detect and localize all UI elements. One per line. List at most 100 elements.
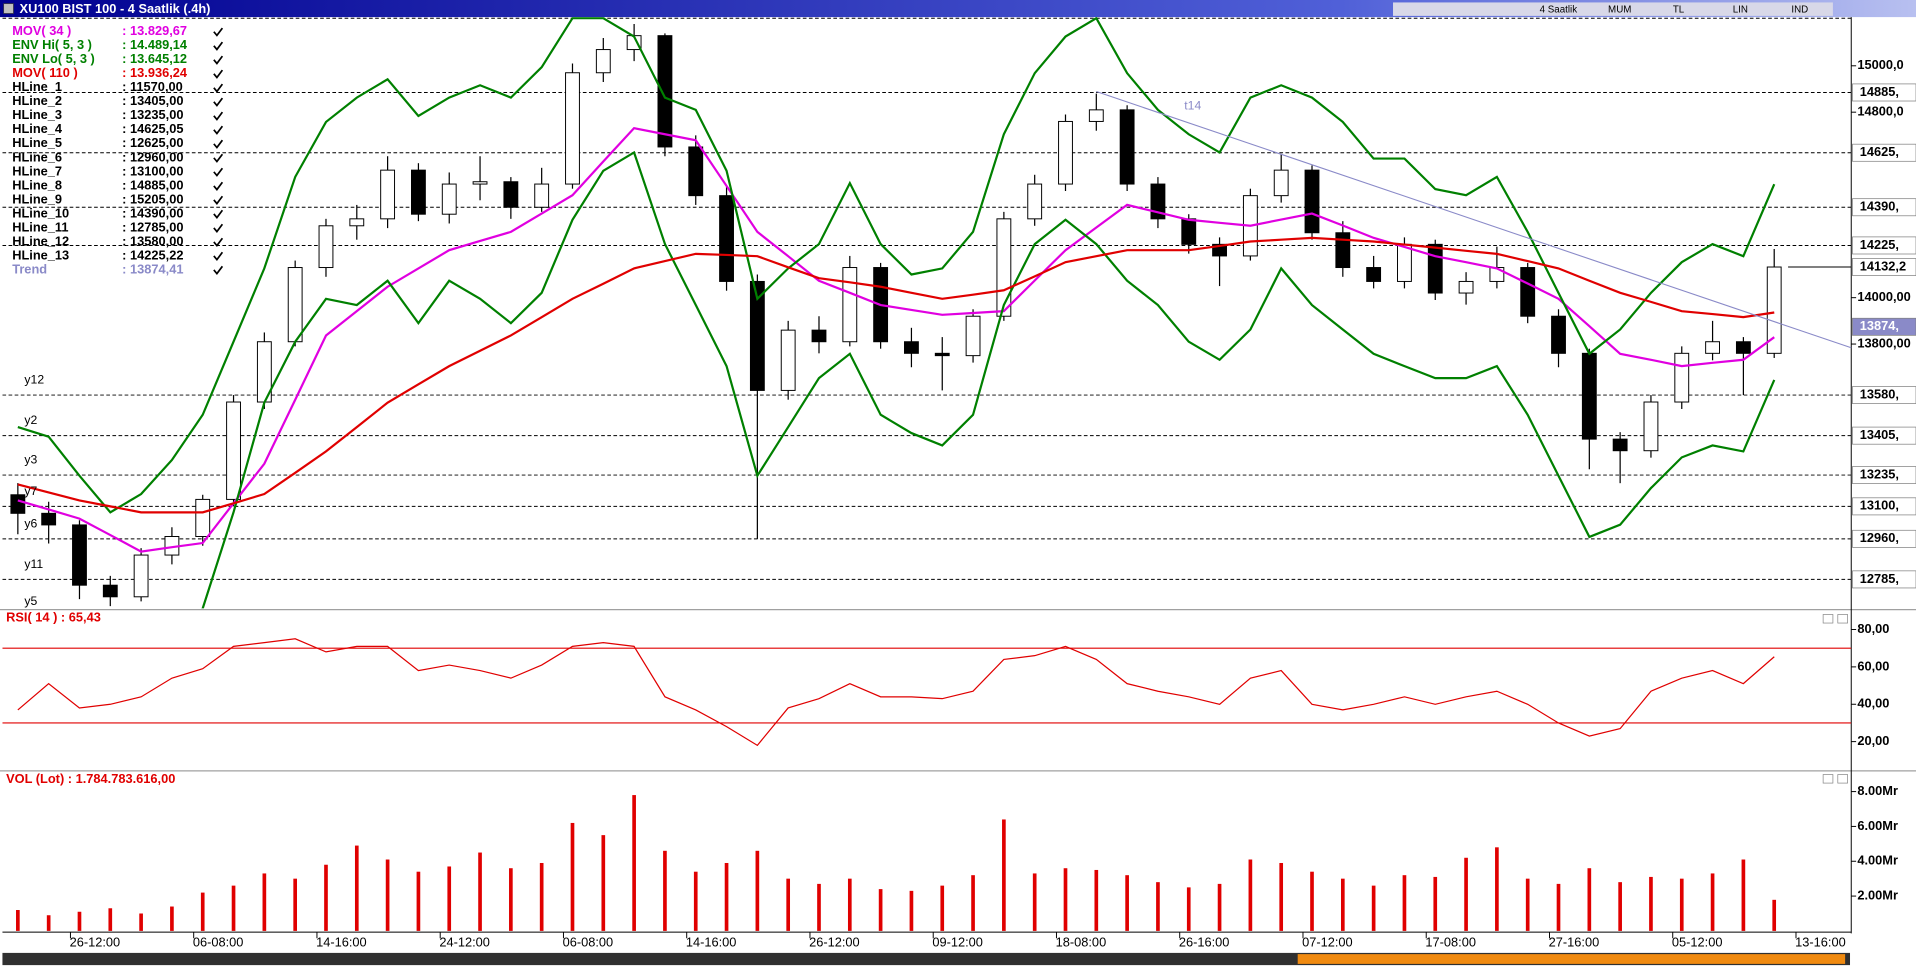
hline-tag: y11	[24, 557, 43, 571]
volume-bar	[354, 845, 359, 931]
visibility-toggle[interactable]	[213, 223, 224, 233]
candle-body	[534, 183, 550, 208]
legend-value: : 12785,00	[122, 219, 183, 234]
toolbar-button[interactable]: MUM	[1608, 4, 1631, 15]
visibility-toggle[interactable]	[213, 209, 224, 219]
visibility-toggle[interactable]	[213, 111, 224, 121]
volume-bar	[1556, 883, 1561, 931]
visibility-toggle[interactable]	[213, 125, 224, 135]
candle-body	[1058, 120, 1073, 185]
indicator-line	[17, 236, 1775, 514]
hline-axis-box	[1852, 236, 1916, 255]
volume-bar	[601, 835, 606, 931]
candle-body	[1735, 341, 1751, 354]
toolbar-button[interactable]: LIN	[1733, 4, 1748, 15]
last-price-label: 14132,2	[1860, 258, 1906, 273]
toolbar-button[interactable]: 4 Saatlik	[1540, 4, 1578, 15]
volume-bar	[509, 868, 513, 931]
volume-bar	[940, 885, 945, 931]
candle-body	[380, 169, 396, 220]
hline-tag: y3	[24, 453, 37, 467]
candle-body	[934, 352, 950, 357]
close-button[interactable]	[3, 3, 14, 14]
candle-body	[1397, 243, 1412, 282]
visibility-toggle[interactable]	[213, 41, 224, 51]
candle-body	[41, 512, 57, 526]
visibility-toggle[interactable]	[213, 153, 224, 163]
visibility-toggle[interactable]	[213, 237, 224, 247]
y-tick-label: 2.00Mr	[1857, 887, 1898, 902]
visibility-toggle[interactable]	[213, 139, 224, 149]
visibility-toggle[interactable]	[213, 167, 224, 177]
trend-axis-box	[1852, 317, 1916, 336]
panel-button[interactable]	[1822, 774, 1834, 784]
x-tick-label: 26-16:00	[1179, 935, 1230, 950]
legend-value: : 13.936,24	[122, 65, 188, 80]
visibility-toggle[interactable]	[213, 83, 224, 93]
candle-body	[1674, 352, 1690, 403]
y-tick-label: 14800,0	[1857, 104, 1903, 119]
legend-value: : 14625,05	[122, 121, 183, 136]
visibility-toggle[interactable]	[213, 181, 224, 191]
volume-bar	[1710, 873, 1715, 931]
legend-name: MOV( 110 )	[12, 65, 78, 80]
legend-name: HLine_10	[12, 205, 69, 220]
visibility-toggle[interactable]	[213, 69, 224, 79]
candle-body	[565, 72, 580, 185]
legend-value: : 14390,00	[122, 205, 183, 220]
volume-bar	[1094, 869, 1099, 931]
visibility-toggle[interactable]	[213, 97, 224, 107]
indicator-line	[17, 126, 1775, 553]
hline-axis-label: 12960,	[1860, 530, 1899, 545]
visibility-toggle[interactable]	[213, 27, 224, 37]
candle-body	[719, 195, 734, 282]
panel-button[interactable]	[1822, 614, 1834, 624]
volume-bar	[385, 859, 390, 931]
candle-body	[1612, 438, 1628, 452]
candle-body	[133, 554, 149, 598]
volume-bar	[909, 890, 914, 931]
x-tick-label: 17-08:00	[1425, 935, 1476, 950]
x-tick-label: 24-12:00	[439, 935, 490, 950]
candle-body	[1027, 183, 1043, 220]
volume-bar	[817, 883, 821, 931]
visibility-toggle[interactable]	[213, 195, 224, 205]
hline-axis-box	[1852, 426, 1916, 445]
visibility-toggle[interactable]	[213, 265, 224, 276]
legend-name: HLine_12	[12, 233, 69, 248]
volume-bar	[262, 873, 267, 931]
hline-axis-label: 13100,	[1860, 498, 1899, 513]
toolbar-button[interactable]: IND	[1791, 4, 1808, 15]
candle-body	[811, 329, 827, 343]
legend-value: : 13235,00	[122, 107, 183, 122]
candle-body	[688, 146, 704, 197]
volume-bar	[447, 866, 452, 931]
y-tick-label: 4.00Mr	[1857, 853, 1898, 868]
rsi-line	[17, 638, 1775, 747]
volume-bar	[1649, 876, 1653, 931]
legend-value: : 13874,41	[122, 261, 183, 276]
hline-axis-label: 12785,	[1860, 571, 1899, 586]
legend-name: HLine_13	[12, 247, 69, 262]
hline-axis-box	[1852, 570, 1916, 589]
visibility-toggle[interactable]	[213, 251, 224, 262]
y-tick-label: 60,00	[1857, 658, 1889, 673]
visibility-toggle[interactable]	[213, 55, 224, 65]
legend-value: : 13405,00	[122, 93, 183, 108]
y-tick-label: 14000,00	[1857, 289, 1910, 304]
candle-body	[102, 584, 118, 598]
toolbar-button[interactable]: TL	[1673, 4, 1685, 15]
panel-button[interactable]	[1837, 614, 1848, 624]
candle-body	[1766, 266, 1782, 354]
volume-bar	[1340, 878, 1345, 931]
price-panel	[2, 17, 1852, 609]
scrollbar-thumb[interactable]	[1297, 954, 1846, 964]
hline-axis-label: 14625,	[1860, 144, 1899, 159]
volume-bar	[971, 875, 975, 931]
volume-bar	[1125, 875, 1129, 931]
volume-bar	[416, 871, 421, 931]
candle-body	[1427, 243, 1443, 294]
panel-button[interactable]	[1837, 774, 1848, 784]
